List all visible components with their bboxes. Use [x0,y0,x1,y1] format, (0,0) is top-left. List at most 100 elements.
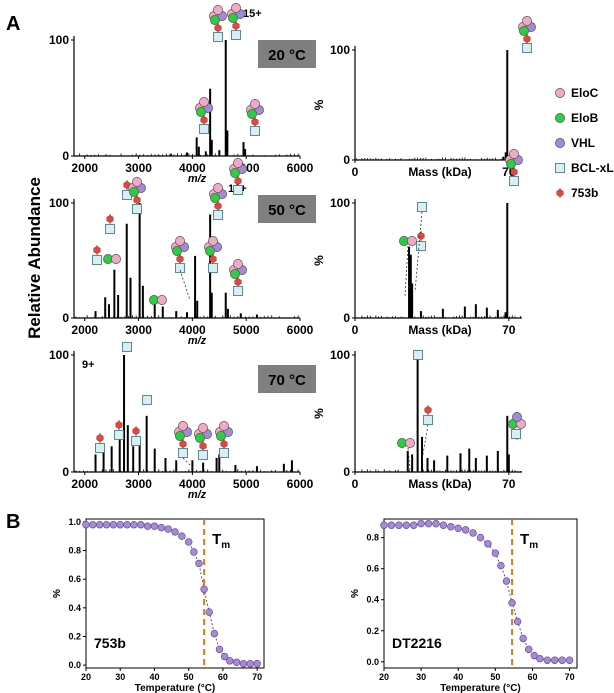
data-point [130,521,138,529]
y-axis-title: % [350,589,361,598]
full-complex-glyph [195,97,213,134]
x-tick-label: 20 [379,672,389,682]
bclxl-ligand-glyph [416,231,426,251]
temp-badge-2: 50 °C [258,195,316,223]
x-tick-label: 3000 [125,323,152,337]
temperature-badges: 20 °C 50 °C 70 °C [258,40,316,393]
x-tick-label: 60 [527,672,537,682]
full-complex-glyph [209,183,227,220]
data-point [543,656,552,664]
bclxl-square [509,176,519,186]
bclxl-square [178,448,188,458]
ligand-hexagon [234,278,242,286]
ligand-hexagon [424,406,432,414]
data-point [109,521,118,529]
data-point [395,521,403,529]
y-tick-label: 0 [62,311,69,325]
panel-label-b: B [6,511,20,533]
ligand-753b [510,167,518,177]
tm-label: Tm [520,531,538,551]
y-tick-label: 1.0 [68,517,81,527]
x-axis-title: Mass (kDa) [408,323,471,337]
bclxl-square [413,350,423,360]
y-tick-label: 100 [330,196,350,210]
bclxl-square [131,436,141,446]
x-tick-label: 5000 [233,477,260,491]
eloc-circle [233,158,243,168]
x-tick-label: 0 [352,477,359,491]
x-tick-label: 2000 [71,477,98,491]
data-point [402,521,410,529]
bclxl-square [132,204,142,214]
elob-circle [230,168,240,178]
ligand-hexagon [220,440,228,448]
data-point [519,634,527,643]
eloc-circle [250,99,260,109]
elob-circle [228,13,238,23]
panel-label-a: A [6,13,20,35]
elob-circle [196,107,206,117]
full-complex-glyph [171,236,189,273]
data-point [195,559,203,568]
ligand-hexagon [214,24,222,32]
bclxl-square [199,124,209,134]
data-point [439,521,448,529]
ligand-hexagon [417,232,425,240]
ligand-hexagon [106,215,114,223]
spectrum-3: 0 100 2000 3000 4000 5000 6000 m/z [49,196,314,347]
bclxl-square [233,185,243,195]
eloc-circle [233,259,243,269]
x-tick-label: 20 [81,672,91,682]
x-tick-label: 0 [352,323,359,337]
data-point [380,521,388,529]
tm-subscript: m [221,540,230,551]
bclxl-square [250,126,260,136]
eloc-circle [208,236,218,246]
x-tick-label: 60 [218,672,228,682]
data-point [232,658,241,666]
eloc-elob-pair [149,295,167,305]
bclxl-square [198,450,208,460]
ligand-hexagon [214,202,222,210]
data-point [200,585,208,593]
data-point [530,651,539,660]
x-tick-label: 70 [502,477,516,491]
melting-curve-2: 0.0 0.2 0.4 0.6 0.8 20 30 40 50 60 70 Temperature (… [350,518,578,693]
y-tick-label: 0 [62,465,69,479]
ligand-753b [424,405,432,415]
full-complex-glyph [174,421,192,458]
full-complex-glyph [194,423,212,460]
y-tick-label: 0.4 [68,603,81,613]
ligand-hexagon [133,196,141,204]
data-point [89,521,97,529]
eloc-elob-pair [103,254,121,264]
y-tick-label: 100 [49,196,69,210]
eloc-circle [405,438,415,448]
bclxl-square [208,263,218,273]
ligand-hexagon [93,246,101,254]
ligand-hexagon [510,168,518,176]
y-axis-title: % [312,99,326,110]
complex-glyphs [92,3,536,471]
charge-label-9plus: 9+ [82,359,95,371]
data-point [210,629,219,638]
x-tick-label: 3000 [125,477,152,491]
full-complex-glyph [204,236,222,273]
ligand-753b [179,439,187,449]
y-tick-label: 0.0 [366,657,379,667]
data-point [409,521,418,529]
y-tick-label: 100 [330,43,350,57]
eloc-circle [111,254,121,264]
data-point [190,548,198,556]
elob-circle [175,431,185,441]
ligand-753b [209,254,217,264]
y-tick-label: 0.6 [68,574,81,584]
eloc-circle [213,183,223,193]
spectrum-4: 0 100 0 70 Mass (kDa)% [312,196,522,337]
x-axis-title: m/z [188,335,207,347]
x-tick-label: 50 [184,672,194,682]
legend-eloc-circle [555,88,565,98]
eloc-circle [509,149,519,159]
x-axis-title: Temperature (°C) [135,683,216,693]
